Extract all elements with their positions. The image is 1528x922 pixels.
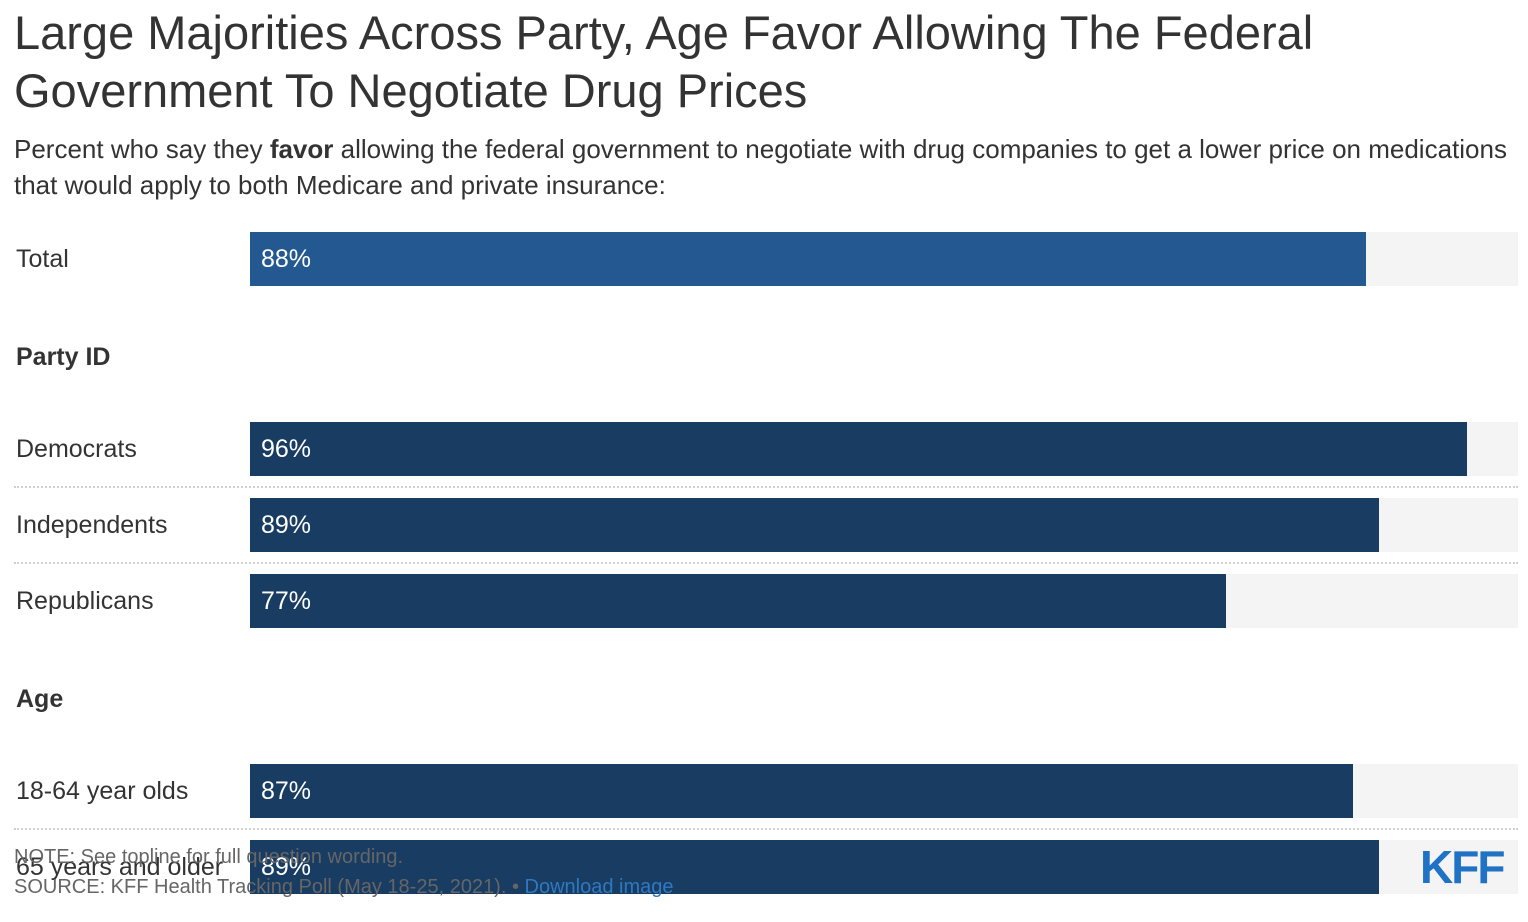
row-separator — [14, 486, 1518, 488]
bar-value-label: 77% — [261, 587, 312, 615]
bar — [250, 422, 1467, 476]
subtitle-start: Percent who say they — [14, 134, 270, 164]
bar-value-label: 87% — [261, 777, 312, 805]
bar-value-label: 89% — [261, 853, 312, 881]
category-label: 65 years and older — [16, 853, 224, 881]
row-separator — [14, 828, 1518, 830]
bar-value-label: 89% — [261, 511, 312, 539]
chart-note: NOTE: See topline for full question word… — [14, 846, 404, 868]
chart-source: SOURCE: KFF Health Tracking Poll (May 18… — [14, 874, 674, 900]
bar-value-label: 88% — [261, 245, 312, 273]
bar — [250, 498, 1379, 552]
bar — [250, 764, 1353, 818]
subtitle-emphasis: favor — [269, 134, 334, 164]
chart-title: Large Majorities Across Party, Age Favor… — [14, 6, 1314, 117]
bar-value-label: 96% — [261, 435, 312, 463]
row-separator — [14, 562, 1518, 564]
subtitle-end: allowing the federal government to negot… — [14, 134, 1507, 200]
category-label: Democrats — [16, 435, 137, 463]
bar — [250, 574, 1226, 628]
bar — [250, 232, 1366, 286]
chart-subtitle: Percent who say they favor allowing the … — [14, 131, 1514, 203]
kff-logo: KFF — [1420, 841, 1505, 893]
download-image-link[interactable]: Download image — [524, 876, 674, 898]
group-label: Age — [16, 685, 64, 713]
category-label: Republicans — [16, 587, 154, 615]
category-label: 18-64 year olds — [16, 777, 189, 805]
category-label: Independents — [16, 511, 168, 539]
bar — [250, 840, 1379, 894]
source-text: SOURCE: KFF Health Tracking Poll (May 18… — [14, 876, 525, 898]
category-label: Total — [16, 245, 69, 273]
group-label: Party ID — [16, 343, 111, 371]
